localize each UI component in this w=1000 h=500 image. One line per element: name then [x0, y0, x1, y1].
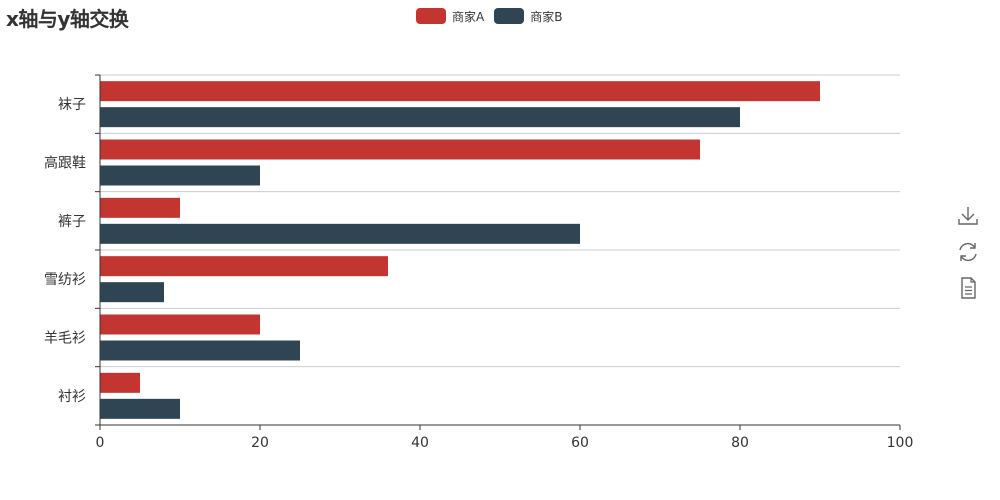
bar-series-b-0[interactable] [100, 398, 180, 419]
legend: 商家A 商家B [416, 6, 562, 26]
x-tick-label: 20 [251, 435, 269, 451]
y-tick-label: 衬衫 [58, 389, 86, 405]
legend-label-series-a: 商家A [452, 9, 485, 24]
legend-label-series-b: 商家B [530, 9, 563, 24]
bar-series-a-4[interactable] [100, 139, 700, 160]
bar-series-a-0[interactable] [100, 372, 140, 393]
y-tick-label: 袜子 [58, 97, 86, 113]
y-tick-label: 羊毛衫 [44, 331, 86, 347]
bar-series-a-1[interactable] [100, 314, 260, 335]
legend-swatch-series-a [416, 8, 446, 24]
x-tick-label: 80 [731, 435, 749, 451]
toolbox [955, 203, 981, 301]
bar-series-a-5[interactable] [100, 81, 820, 102]
x-tick-label: 0 [96, 435, 105, 451]
legend-item-series-a[interactable]: 商家A [416, 8, 484, 25]
y-tick-label: 高跟鞋 [44, 155, 86, 172]
bar-series-a-2[interactable] [100, 256, 388, 277]
bar-series-b-2[interactable] [100, 282, 164, 303]
bar-series-b-3[interactable] [100, 223, 580, 244]
refresh-icon[interactable] [955, 239, 981, 265]
chart-title: x轴与y轴交换 [6, 7, 129, 31]
x-tick-label: 60 [571, 435, 589, 451]
grid-lines [100, 74, 900, 426]
legend-item-series-b[interactable]: 商家B [494, 8, 562, 25]
download-icon[interactable] [955, 203, 981, 229]
bar-series-b-5[interactable] [100, 107, 740, 128]
bar-series-b-1[interactable] [100, 340, 300, 361]
x-tick-label: 100 [887, 435, 914, 451]
bar-series-b-4[interactable] [100, 165, 260, 186]
x-tick-label: 40 [411, 435, 429, 451]
y-tick-label: 裤子 [58, 214, 86, 230]
y-tick-label: 雪纺衫 [44, 272, 86, 288]
legend-swatch-series-b [494, 8, 525, 24]
bars [100, 81, 820, 419]
data-view-icon[interactable] [955, 275, 981, 301]
bar-series-a-3[interactable] [100, 197, 180, 218]
axes: 衬衫 羊毛衫 雪纺衫 裤子 高跟鞋 袜子 0 20 40 60 80 100 [44, 74, 914, 451]
